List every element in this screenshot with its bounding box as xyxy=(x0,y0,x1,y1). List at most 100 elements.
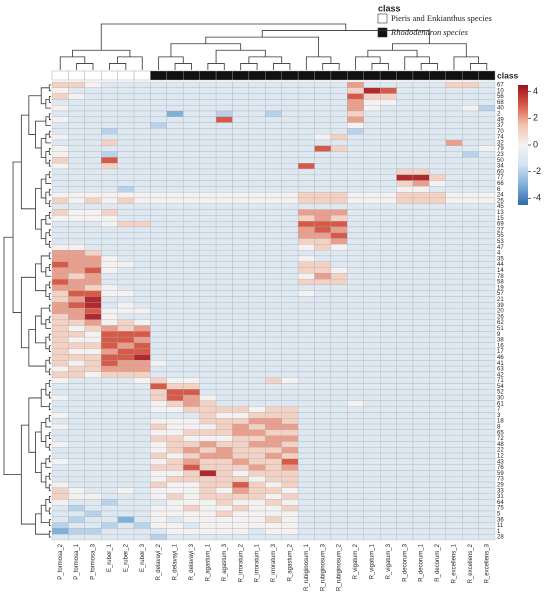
heatmap-cell xyxy=(396,226,414,233)
heatmap-cell xyxy=(462,209,479,216)
heatmap-cell xyxy=(314,458,332,465)
heatmap-cell xyxy=(347,476,364,483)
heatmap-cell xyxy=(265,528,282,535)
row-label: 67 xyxy=(497,82,504,88)
heatmap-cell xyxy=(248,412,266,419)
heatmap-cell xyxy=(297,255,315,262)
heatmap-cell xyxy=(166,174,184,181)
heatmap-cell xyxy=(347,139,364,146)
heatmap-cell xyxy=(445,99,463,106)
heatmap-cell xyxy=(166,163,184,170)
heatmap-cell xyxy=(281,203,299,210)
heatmap-cell xyxy=(379,81,397,88)
heatmap-cell xyxy=(462,435,479,442)
heatmap-cell xyxy=(117,412,135,419)
dendrogram-branch xyxy=(205,36,320,57)
heatmap-cell xyxy=(133,476,151,483)
heatmap-cell xyxy=(215,145,233,152)
heatmap-cell xyxy=(330,296,348,303)
heatmap-cell xyxy=(84,528,102,535)
heatmap-cell xyxy=(363,151,381,158)
heatmap-cell xyxy=(101,99,118,106)
heatmap-cell xyxy=(68,487,85,494)
heatmap-cell xyxy=(215,81,233,88)
heatmap-cell xyxy=(183,157,200,164)
heatmap-cell xyxy=(199,267,217,274)
heatmap-cell xyxy=(150,534,168,541)
heatmap-cell xyxy=(478,470,496,477)
row-label: 30 xyxy=(497,396,504,402)
heatmap-cell xyxy=(314,505,332,512)
heatmap-cell xyxy=(330,99,348,106)
heatmap-cell xyxy=(379,192,397,199)
heatmap-cell xyxy=(396,145,414,152)
row-label: 46 xyxy=(497,355,504,361)
heatmap-cell xyxy=(462,313,479,320)
heatmap-cell xyxy=(379,528,397,535)
heatmap-cell xyxy=(166,93,184,100)
heatmap-cell xyxy=(68,151,85,158)
heatmap-cell xyxy=(429,383,446,390)
heatmap-cell xyxy=(68,481,85,488)
colorbar xyxy=(518,85,528,205)
heatmap-cell xyxy=(347,192,364,199)
heatmap-cell xyxy=(462,470,479,477)
heatmap-cell xyxy=(347,128,364,135)
heatmap-cell xyxy=(265,151,282,158)
heatmap-cell xyxy=(445,134,463,141)
heatmap-cell xyxy=(232,389,250,396)
heatmap-cell xyxy=(314,180,332,187)
heatmap-cell xyxy=(379,284,397,291)
heatmap-cell xyxy=(297,232,315,239)
heatmap-cell xyxy=(117,267,135,274)
heatmap-cell xyxy=(215,278,233,286)
row-label: 20 xyxy=(497,309,504,315)
heatmap-cell xyxy=(248,423,266,430)
annotation-cell xyxy=(330,70,348,81)
heatmap-cell xyxy=(51,383,69,390)
heatmap-cell xyxy=(68,516,85,523)
heatmap-cell xyxy=(150,389,168,396)
heatmap-cell xyxy=(429,203,446,210)
heatmap-cell xyxy=(412,499,430,506)
heatmap-cell xyxy=(133,192,151,199)
heatmap-cell xyxy=(412,360,430,367)
heatmap-cell xyxy=(84,348,102,355)
heatmap-cell xyxy=(84,510,102,517)
heatmap-cell xyxy=(265,290,282,297)
heatmap-cell xyxy=(462,197,479,204)
heatmap-cell xyxy=(101,168,118,175)
heatmap-cell xyxy=(84,180,102,187)
row-label: 45 xyxy=(497,204,504,210)
heatmap-cell xyxy=(462,493,479,500)
heatmap-cell xyxy=(347,186,364,193)
heatmap-cell xyxy=(51,267,69,274)
heatmap-cell xyxy=(330,360,348,367)
heatmap-cell xyxy=(412,528,430,535)
heatmap-cell xyxy=(150,139,168,146)
heatmap-cell xyxy=(215,470,233,477)
heatmap-cell xyxy=(248,319,266,326)
column-label: E_ruber_1 xyxy=(107,543,113,572)
legend-swatch xyxy=(377,27,388,38)
heatmap-cell xyxy=(101,377,118,384)
heatmap-cell xyxy=(478,203,496,210)
heatmap-cell xyxy=(363,145,381,152)
heatmap-cell xyxy=(248,510,266,517)
heatmap-cell xyxy=(330,220,348,228)
heatmap-cell xyxy=(150,452,168,459)
heatmap-cell xyxy=(51,81,69,88)
heatmap-cell xyxy=(265,261,282,268)
heatmap-cell xyxy=(150,505,168,512)
heatmap-cell xyxy=(101,273,118,280)
heatmap-cell xyxy=(429,470,446,477)
heatmap-cell xyxy=(429,412,446,419)
heatmap-cell xyxy=(314,249,332,257)
heatmap-cell xyxy=(68,232,85,239)
heatmap-cell xyxy=(330,139,348,146)
heatmap-cell xyxy=(84,360,102,367)
annotation-cell xyxy=(412,70,430,81)
heatmap-cell xyxy=(199,528,217,535)
heatmap-cell xyxy=(101,470,118,477)
heatmap-cell xyxy=(215,348,233,355)
